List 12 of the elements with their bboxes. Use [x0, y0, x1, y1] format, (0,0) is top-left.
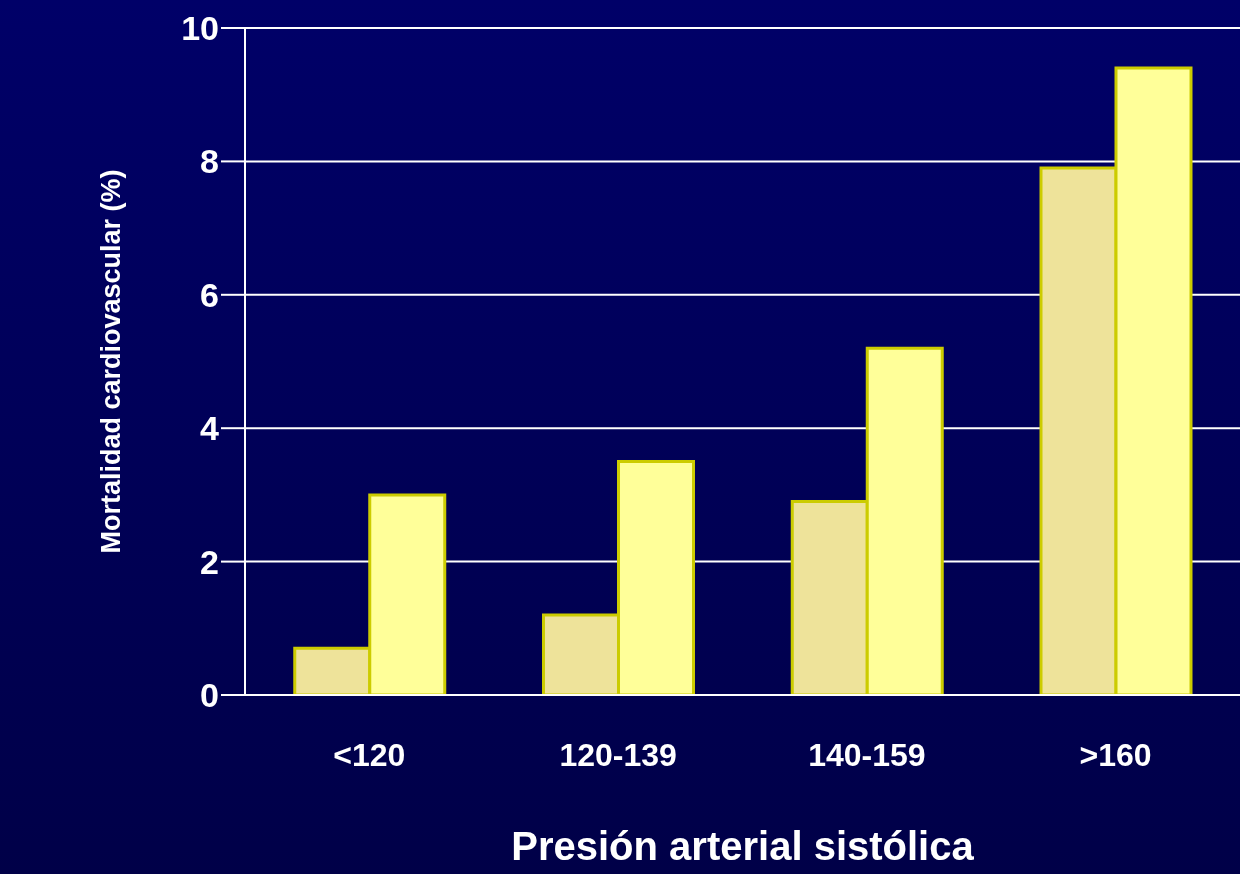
x-tick-label: 140-159 — [808, 736, 926, 773]
y-tick-label: 6 — [200, 275, 219, 314]
y-tick-label: 10 — [181, 9, 219, 48]
x-tick-label: <120 — [333, 736, 406, 773]
y-tick-label: 0 — [200, 676, 219, 715]
x-tick-label: 120-139 — [559, 736, 677, 773]
x-tick-label: >160 — [1079, 736, 1152, 773]
y-tick-label: 2 — [200, 542, 219, 581]
y-axis-title: Mortalidad cardiovascular (%) — [95, 169, 126, 554]
y-tick-label: 4 — [200, 409, 220, 448]
y-tick-label: 8 — [200, 142, 219, 181]
x-axis-title: Presión arterial sistólica — [511, 824, 975, 868]
